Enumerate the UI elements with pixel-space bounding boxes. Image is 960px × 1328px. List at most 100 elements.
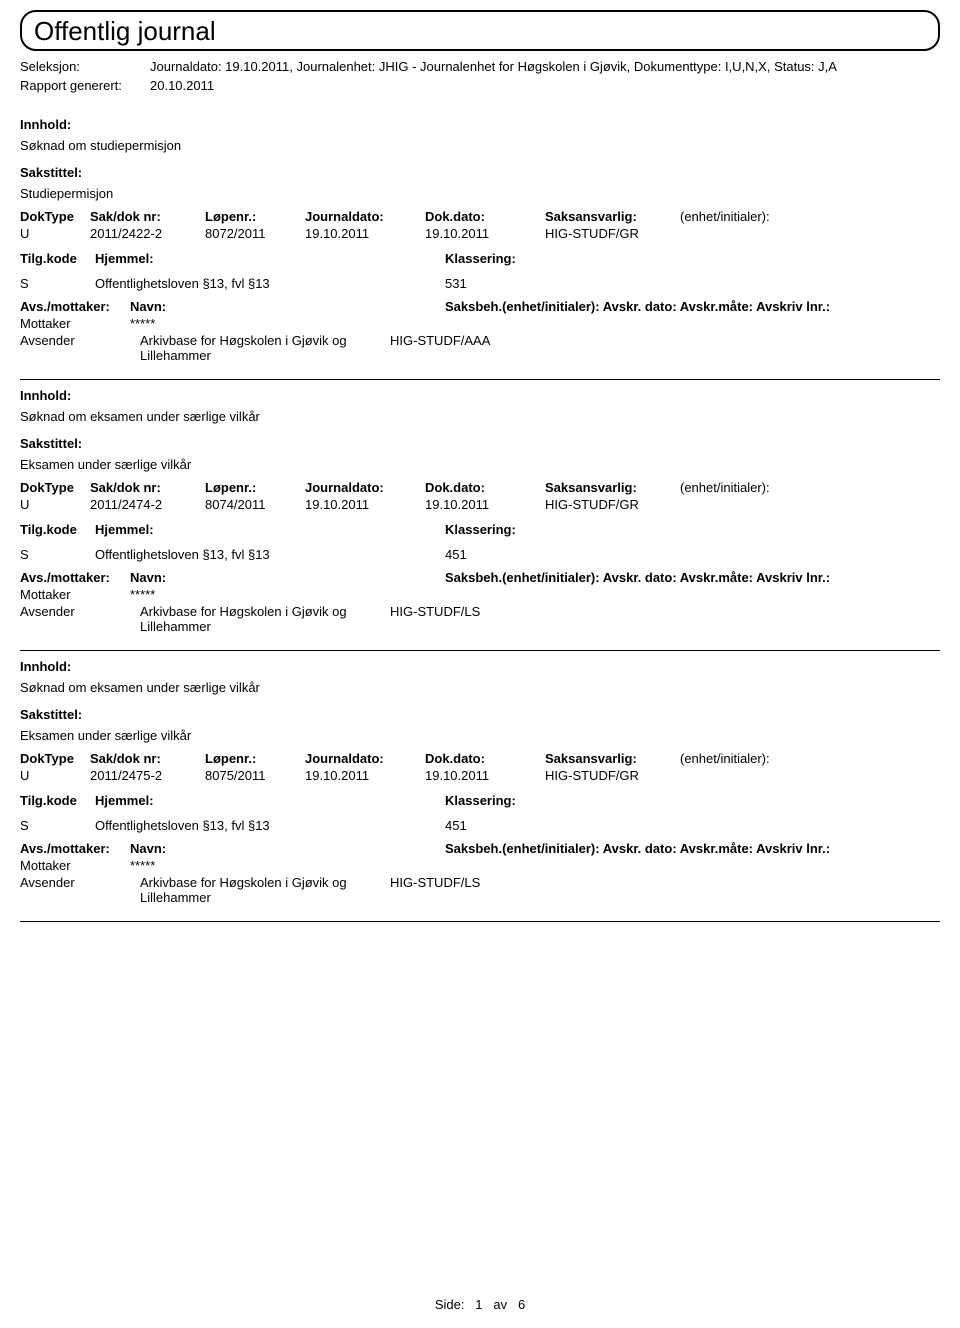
mottaker-label: Mottaker [20,858,130,873]
side-label: Side: [435,1297,465,1312]
lopenr-label: Løpenr.: [205,480,305,495]
avsender-row: Avsender Arkivbase for Høgskolen i Gjøvi… [20,604,940,634]
dokdato-label: Dok.dato: [425,209,545,224]
klassering-value: 451 [445,547,645,562]
doc-header-row: DokType Sak/dok nr: Løpenr.: Journaldato… [20,751,940,766]
hjemmel-label: Hjemmel: [95,522,445,537]
avsender-unit: HIG-STUDF/LS [390,875,590,890]
avsender-label: Avsender [20,875,140,890]
journal-entry: Innhold: Søknad om eksamen under særlige… [20,388,940,651]
tilgkode-value: S [20,276,95,291]
hjemmel-header-row: Tilg.kode Hjemmel: Klassering: [20,522,940,537]
page-title: Offentlig journal [34,16,926,47]
avsender-label: Avsender [20,333,140,348]
enhet-init-label: (enhet/initialer): [680,209,860,224]
journaldato-value: 19.10.2011 [305,497,425,512]
mottaker-label: Mottaker [20,587,130,602]
sakdoknr-value: 2011/2474-2 [90,497,205,512]
meta-seleksjon: Seleksjon: Journaldato: 19.10.2011, Jour… [20,59,940,74]
footer: Side: 1 av 6 [20,1297,940,1312]
sakdoknr-value: 2011/2475-2 [90,768,205,783]
hjemmel-value: Offentlighetsloven §13, fvl §13 [95,547,445,562]
mottaker-header-row: Avs./mottaker: Navn: Saksbeh.(enhet/init… [20,570,940,585]
avsmottaker-label: Avs./mottaker: [20,570,130,585]
doc-value-row: U 2011/2474-2 8074/2011 19.10.2011 19.10… [20,497,940,512]
doktype-label: DokType [20,209,90,224]
mottaker-value-row: Mottaker ***** [20,587,940,602]
mottaker-header-row: Avs./mottaker: Navn: Saksbeh.(enhet/init… [20,299,940,314]
seleksjon-value: Journaldato: 19.10.2011, Journalenhet: J… [150,59,940,74]
doc-value-row: U 2011/2422-2 8072/2011 19.10.2011 19.10… [20,226,940,241]
avsender-name: Arkivbase for Høgskolen i Gjøvik og Lill… [140,604,390,634]
doktype-value: U [20,226,90,241]
saksbeh-line: Saksbeh.(enhet/initialer): Avskr. dato: … [445,299,940,314]
tilgkode-label: Tilg.kode [20,793,95,808]
enhet-init-value [680,497,860,512]
lopenr-label: Løpenr.: [205,751,305,766]
tilgkode-value: S [20,547,95,562]
sakdoknr-label: Sak/dok nr: [90,751,205,766]
doc-header-row: DokType Sak/dok nr: Løpenr.: Journaldato… [20,480,940,495]
avsender-unit: HIG-STUDF/LS [390,604,590,619]
doktype-label: DokType [20,480,90,495]
saksbeh-line: Saksbeh.(enhet/initialer): Avskr. dato: … [445,570,940,585]
klassering-value: 451 [445,818,645,833]
journaldato-label: Journaldato: [305,209,425,224]
entries-container: Innhold: Søknad om studiepermisjon Sakst… [20,117,940,922]
klassering-label: Klassering: [445,793,645,808]
saksansvarlig-label: Saksansvarlig: [545,480,680,495]
mottaker-value-row: Mottaker ***** [20,858,940,873]
lopenr-label: Løpenr.: [205,209,305,224]
sakdoknr-label: Sak/dok nr: [90,480,205,495]
innhold-label: Innhold: [20,659,940,674]
avsender-name: Arkivbase for Høgskolen i Gjøvik og Lill… [140,333,390,363]
doktype-label: DokType [20,751,90,766]
journal-entry: Innhold: Søknad om studiepermisjon Sakst… [20,117,940,380]
lopenr-value: 8072/2011 [205,226,305,241]
doc-value-row: U 2011/2475-2 8075/2011 19.10.2011 19.10… [20,768,940,783]
enhet-init-label: (enhet/initialer): [680,751,860,766]
hjemmel-value: Offentlighetsloven §13, fvl §13 [95,276,445,291]
seleksjon-label: Seleksjon: [20,59,150,74]
saksbeh-line: Saksbeh.(enhet/initialer): Avskr. dato: … [445,841,940,856]
hjemmel-label: Hjemmel: [95,793,445,808]
dokdato-value: 19.10.2011 [425,768,545,783]
saksansvarlig-value: HIG-STUDF/GR [545,497,680,512]
case-title: Studiepermisjon [20,186,940,201]
sakstittel-label: Sakstittel: [20,436,940,451]
hjemmel-value: Offentlighetsloven §13, fvl §13 [95,818,445,833]
enhet-init-value [680,226,860,241]
dokdato-label: Dok.dato: [425,751,545,766]
innhold-label: Innhold: [20,388,940,403]
mottaker-value-row: Mottaker ***** [20,316,940,331]
navn-label: Navn: [130,570,445,585]
case-title: Eksamen under særlige vilkår [20,728,940,743]
sakstittel-label: Sakstittel: [20,165,940,180]
innhold-label: Innhold: [20,117,940,132]
tilgkode-label: Tilg.kode [20,522,95,537]
lopenr-value: 8074/2011 [205,497,305,512]
enhet-init-label: (enhet/initialer): [680,480,860,495]
avsender-unit: HIG-STUDF/AAA [390,333,590,348]
avsmottaker-label: Avs./mottaker: [20,841,130,856]
klassering-label: Klassering: [445,522,645,537]
sakdoknr-value: 2011/2422-2 [90,226,205,241]
navn-label: Navn: [130,841,445,856]
sakstittel-label: Sakstittel: [20,707,940,722]
avsmottaker-label: Avs./mottaker: [20,299,130,314]
hjemmel-value-row: S Offentlighetsloven §13, fvl §13 451 [20,547,940,562]
saksansvarlig-label: Saksansvarlig: [545,751,680,766]
hjemmel-header-row: Tilg.kode Hjemmel: Klassering: [20,793,940,808]
dokdato-value: 19.10.2011 [425,497,545,512]
hjemmel-value-row: S Offentlighetsloven §13, fvl §13 531 [20,276,940,291]
journal-entry: Innhold: Søknad om eksamen under særlige… [20,659,940,922]
hjemmel-header-row: Tilg.kode Hjemmel: Klassering: [20,251,940,266]
avsender-name: Arkivbase for Høgskolen i Gjøvik og Lill… [140,875,390,905]
mottaker-header-row: Avs./mottaker: Navn: Saksbeh.(enhet/init… [20,841,940,856]
rapport-label: Rapport generert: [20,78,150,93]
hjemmel-label: Hjemmel: [95,251,445,266]
navn-label: Navn: [130,299,445,314]
content-title: Søknad om eksamen under særlige vilkår [20,409,940,424]
page-current: 1 [475,1297,482,1312]
enhet-init-value [680,768,860,783]
